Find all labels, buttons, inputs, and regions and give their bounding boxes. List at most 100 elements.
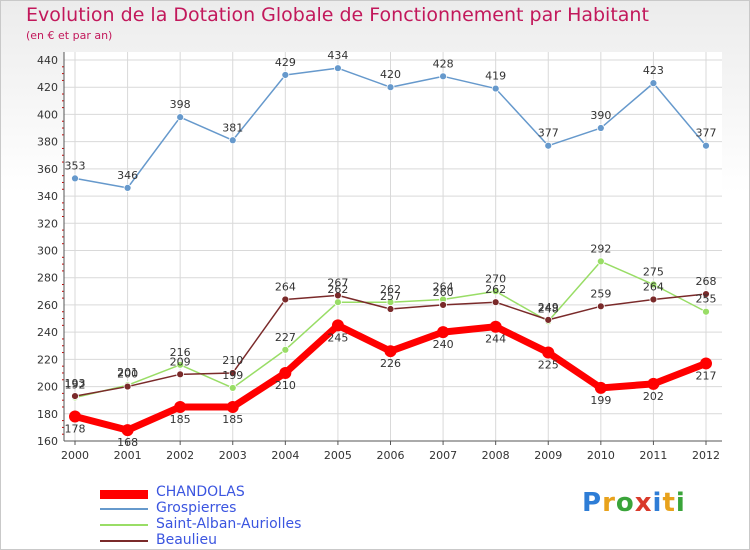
data-point xyxy=(121,424,134,437)
logo-letter: P xyxy=(582,488,603,518)
data-label: 217 xyxy=(696,369,717,382)
data-label: 398 xyxy=(170,98,191,111)
y-tick-label: 400 xyxy=(37,108,58,121)
data-label: 240 xyxy=(433,338,454,351)
data-point xyxy=(596,257,605,266)
x-tick-label: 2010 xyxy=(587,449,615,462)
data-point xyxy=(491,287,500,296)
data-label: 199 xyxy=(222,369,243,382)
y-tick-label: 280 xyxy=(37,272,58,285)
data-label: 249 xyxy=(538,301,559,314)
data-point xyxy=(69,410,81,423)
data-point xyxy=(334,291,342,300)
data-label: 244 xyxy=(485,333,506,346)
data-label: 428 xyxy=(433,57,454,70)
data-label: 168 xyxy=(117,436,138,449)
chart-subtitle: (en € et par an) xyxy=(26,29,113,42)
y-tick-label: 220 xyxy=(37,353,58,366)
data-point xyxy=(331,319,344,332)
data-point xyxy=(228,384,237,392)
y-tick-label: 180 xyxy=(37,408,58,421)
data-point xyxy=(281,71,290,79)
logo-letter: o xyxy=(615,488,635,518)
data-point xyxy=(71,392,79,400)
y-tick-label: 440 xyxy=(37,54,58,67)
y-tick-label: 260 xyxy=(37,299,58,312)
data-label: 429 xyxy=(275,56,296,69)
x-tick-label: 2012 xyxy=(692,449,720,462)
data-label: 178 xyxy=(65,423,86,436)
data-point xyxy=(489,320,502,333)
data-label: 275 xyxy=(643,266,664,279)
data-label: 192 xyxy=(65,378,86,391)
data-label: 257 xyxy=(380,290,401,303)
data-label: 419 xyxy=(485,70,506,83)
data-point xyxy=(228,369,237,377)
data-label: 202 xyxy=(643,390,664,403)
data-point xyxy=(386,83,395,92)
data-label: 210 xyxy=(275,379,296,392)
data-point xyxy=(176,360,185,369)
data-point xyxy=(228,136,237,145)
legend-swatch-saint-alban-auriolles xyxy=(100,524,148,526)
data-point xyxy=(226,400,239,413)
legend-label-chandolas: CHANDOLAS xyxy=(156,484,245,500)
data-label: 227 xyxy=(275,331,296,344)
data-label: 423 xyxy=(643,64,664,77)
logo-letter: x xyxy=(634,488,653,518)
data-label: 377 xyxy=(538,127,559,140)
data-point xyxy=(649,280,658,289)
proxiti-logo: Proxiti xyxy=(582,488,686,518)
data-label: 185 xyxy=(222,413,243,426)
y-tick-label: 200 xyxy=(37,381,58,394)
data-label: 255 xyxy=(696,293,717,306)
data-point xyxy=(594,381,607,394)
x-tick-label: 2002 xyxy=(166,449,194,462)
legend-label-saint-alban-auriolles: Saint-Alban-Auriolles xyxy=(156,516,302,532)
data-point xyxy=(384,345,397,358)
legend-label-beaulieu: Beaulieu xyxy=(156,532,217,548)
data-label: 209 xyxy=(170,355,191,368)
data-point xyxy=(281,345,290,354)
y-tick-label: 240 xyxy=(37,326,58,339)
data-point xyxy=(491,84,500,93)
data-point xyxy=(649,295,658,304)
legend-swatch-chandolas xyxy=(100,490,148,499)
x-tick-label: 2007 xyxy=(429,449,457,462)
data-point xyxy=(702,141,710,150)
data-point xyxy=(334,64,342,73)
data-label: 245 xyxy=(327,331,348,344)
data-label: 270 xyxy=(485,272,506,285)
x-tick-label: 2001 xyxy=(114,449,142,462)
data-point xyxy=(386,305,395,313)
legend-swatch-beaulieu xyxy=(100,540,148,542)
data-label: 346 xyxy=(117,169,138,182)
data-label: 264 xyxy=(643,280,664,293)
data-label: 434 xyxy=(327,49,348,62)
x-tick-label: 2004 xyxy=(271,449,299,462)
data-label: 381 xyxy=(222,121,243,134)
x-tick-label: 2008 xyxy=(482,449,510,462)
data-label: 259 xyxy=(590,287,611,300)
y-tick-label: 160 xyxy=(37,435,58,448)
y-tick-label: 320 xyxy=(37,217,58,230)
x-tick-label: 2005 xyxy=(324,449,352,462)
legend-label-grospierres: Grospierres xyxy=(156,500,237,516)
data-point xyxy=(71,174,79,183)
data-point xyxy=(544,141,553,150)
data-point xyxy=(544,315,553,324)
data-point xyxy=(647,377,660,390)
data-point xyxy=(176,370,185,379)
data-label: 264 xyxy=(275,280,296,293)
data-point xyxy=(437,326,450,339)
logo-letter: i xyxy=(652,488,663,518)
data-label: 225 xyxy=(538,359,559,372)
data-point xyxy=(702,290,710,298)
data-label: 210 xyxy=(222,354,243,367)
data-label: 201 xyxy=(117,366,138,379)
data-point xyxy=(174,400,187,413)
y-tick-label: 360 xyxy=(37,163,58,176)
data-label: 185 xyxy=(170,413,191,426)
data-point xyxy=(334,298,342,307)
x-tick-label: 2003 xyxy=(219,449,247,462)
